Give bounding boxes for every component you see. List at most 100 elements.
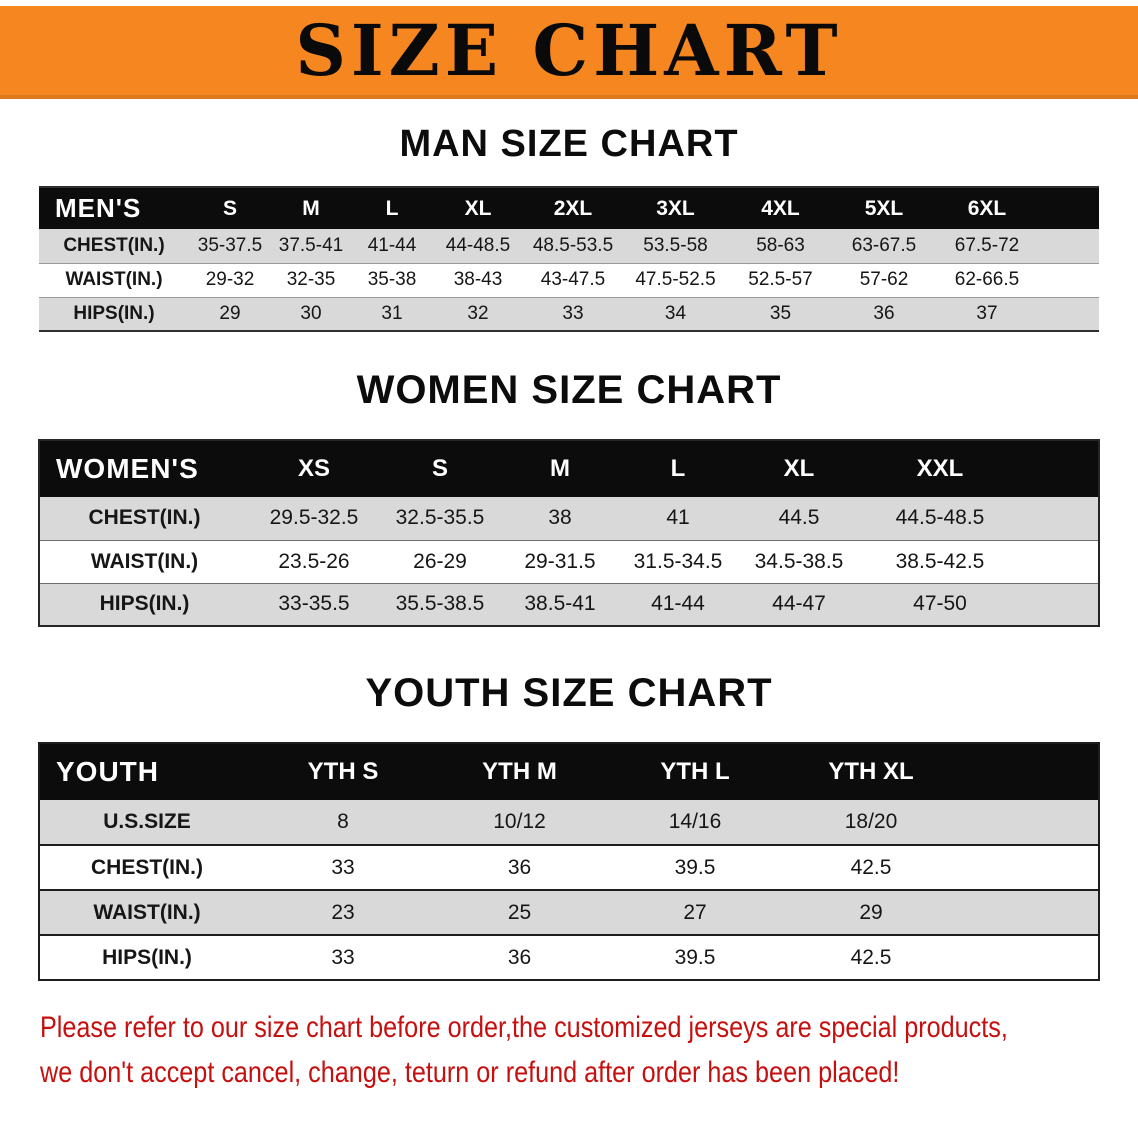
- row-label: HIPS(IN.): [102, 945, 192, 969]
- size-cell: 37.5-41: [278, 234, 344, 256]
- size-col-header: S: [222, 196, 237, 220]
- spacer-cell: [1039, 229, 1099, 263]
- size-cell: 33: [562, 302, 584, 324]
- spacer-cell: [1039, 297, 1099, 331]
- banner: SIZE CHART: [0, 6, 1138, 99]
- size-cell: 34.5-38.5: [754, 549, 844, 573]
- size-cell: 67.5-72: [954, 234, 1020, 256]
- size-col-header: XXL: [916, 455, 964, 482]
- spacer-cell: [959, 890, 1099, 935]
- spacer-cell: [959, 800, 1099, 845]
- size-cell: 29: [219, 302, 241, 324]
- size-cell: 10/12: [493, 810, 546, 833]
- women-table-label: WOMEN'S: [56, 453, 199, 484]
- size-col-header: 4XL: [761, 196, 800, 220]
- size-col-header: YTH S: [307, 758, 379, 785]
- size-col-header: YTH L: [660, 758, 730, 785]
- spacer-cell: [959, 935, 1099, 980]
- table-row: CHEST(IN.) 33 36 39.5 42.5: [39, 845, 1099, 890]
- table-row: WAIST(IN.) 23 25 27 29: [39, 890, 1099, 935]
- size-cell: 32.5-35.5: [395, 506, 485, 530]
- youth-table-label: YOUTH: [56, 756, 159, 787]
- youth-size-heading: YOUTH SIZE CHART: [365, 671, 773, 715]
- size-cell: 33-35.5: [278, 592, 350, 616]
- size-cell: 29.5-32.5: [269, 506, 359, 530]
- size-cell: 29: [859, 900, 883, 924]
- size-cell: 47.5-52.5: [635, 269, 716, 290]
- disclaimer: Please refer to our size chart before or…: [40, 1005, 1008, 1095]
- row-label: U.S.SIZE: [103, 810, 191, 833]
- size-cell: 27: [683, 900, 707, 924]
- size-cell: 34: [664, 302, 687, 324]
- size-cell: 44-48.5: [445, 234, 511, 256]
- page-title: SIZE CHART: [295, 9, 843, 92]
- size-cell: 25: [507, 900, 532, 924]
- size-cell: 35.5-38.5: [395, 592, 485, 616]
- spacer-cell: [1019, 497, 1099, 540]
- row-label: CHEST(IN.): [91, 855, 203, 879]
- men-size-heading: MAN SIZE CHART: [399, 123, 739, 165]
- size-cell: 32: [467, 302, 489, 324]
- spacer-cell: [1019, 583, 1099, 626]
- size-cell: 35: [769, 302, 792, 324]
- size-col-header: YTH M: [482, 758, 557, 785]
- men-size-table: MEN'S S M L XL 2XL 3XL 4XL 5XL 6XL CHEST…: [39, 186, 1099, 332]
- size-cell: 33: [331, 945, 355, 969]
- row-label: WAIST(IN.): [90, 549, 199, 573]
- size-cell: 38: [548, 506, 572, 530]
- size-cell: 35-38: [367, 269, 417, 290]
- row-label: CHEST(IN.): [88, 506, 201, 530]
- size-cell: 58-63: [756, 234, 805, 256]
- size-cell: 39.5: [674, 945, 716, 969]
- table-row: CHEST(IN.) 29.5-32.5 32.5-35.5 38 41 44.…: [39, 497, 1099, 540]
- size-cell: 23.5-26: [278, 549, 350, 573]
- size-cell: 31.5-34.5: [633, 549, 723, 573]
- size-col-header: 2XL: [553, 196, 593, 220]
- size-cell: 39.5: [674, 855, 716, 879]
- size-cell: 30: [300, 302, 322, 324]
- table-row: HIPS(IN.) 33-35.5 35.5-38.5 38.5-41 41-4…: [39, 583, 1099, 626]
- size-cell: 32-35: [286, 269, 336, 290]
- size-cell: 42.5: [850, 855, 892, 879]
- size-cell: 48.5-53.5: [532, 234, 614, 256]
- size-cell: 18/20: [844, 810, 898, 833]
- women-header-row: WOMEN'S XS S M L XL XXL: [39, 440, 1099, 497]
- row-label: HIPS(IN.): [73, 302, 155, 324]
- size-chart-page: SIZE CHART MAN SIZE CHART MEN'S S M L XL…: [0, 6, 1138, 1095]
- row-label: HIPS(IN.): [99, 592, 190, 616]
- size-col-header: 3XL: [656, 196, 695, 220]
- size-cell: 36: [507, 945, 532, 969]
- size-cell: 44.5-48.5: [895, 506, 985, 530]
- spacer-cell: [1019, 440, 1099, 497]
- row-label: WAIST(IN.): [93, 900, 201, 924]
- size-cell: 38.5-42.5: [895, 549, 985, 573]
- size-cell: 42.5: [850, 945, 892, 969]
- size-cell: 44.5: [778, 506, 820, 530]
- table-row: WAIST(IN.) 29-32 32-35 35-38 38-43 43-47…: [39, 263, 1099, 297]
- size-cell: 52.5-57: [748, 269, 813, 290]
- size-col-header: XL: [464, 196, 492, 220]
- size-cell: 23: [331, 900, 355, 924]
- size-cell: 26-29: [413, 549, 467, 573]
- spacer-cell: [1019, 540, 1099, 583]
- disclaimer-line-2: we don't accept cancel, change, teturn o…: [40, 1056, 900, 1089]
- size-cell: 36: [507, 855, 532, 879]
- women-size-section: WOMEN SIZE CHART WOMEN'S XS S M L XL XXL: [0, 368, 1138, 627]
- size-col-header: 6XL: [967, 196, 1007, 220]
- size-cell: 35-37.5: [197, 234, 263, 256]
- size-col-header: YTH XL: [828, 758, 914, 785]
- table-row: U.S.SIZE 8 10/12 14/16 18/20: [39, 800, 1099, 845]
- women-size-table: WOMEN'S XS S M L XL XXL CHEST(IN.) 29.5-…: [38, 439, 1100, 627]
- table-row: HIPS(IN.) 33 36 39.5 42.5: [39, 935, 1099, 980]
- size-cell: 43-47.5: [540, 269, 606, 290]
- size-cell: 14/16: [668, 810, 722, 833]
- spacer-cell: [1039, 187, 1099, 229]
- spacer-cell: [959, 743, 1099, 800]
- size-cell: 38-43: [453, 269, 503, 290]
- row-label: CHEST(IN.): [63, 234, 165, 256]
- size-col-header: M: [550, 455, 570, 482]
- size-cell: 62-66.5: [954, 269, 1020, 290]
- size-cell: 8: [337, 810, 349, 833]
- size-cell: 33: [331, 855, 355, 879]
- size-cell: 29-31.5: [524, 549, 596, 573]
